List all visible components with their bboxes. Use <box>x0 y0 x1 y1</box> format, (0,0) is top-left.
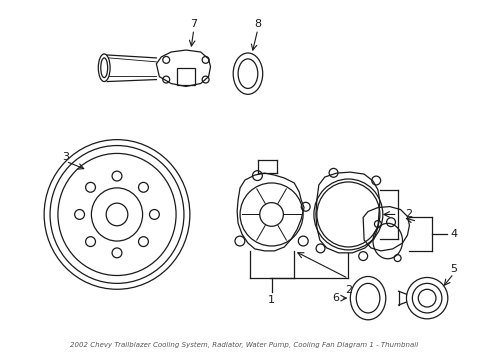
Text: 2002 Chevy Trailblazer Cooling System, Radiator, Water Pump, Cooling Fan Diagram: 2002 Chevy Trailblazer Cooling System, R… <box>70 342 417 348</box>
Text: 3: 3 <box>62 152 69 162</box>
Text: 4: 4 <box>449 229 456 239</box>
Text: 1: 1 <box>267 295 275 305</box>
Text: 2: 2 <box>405 210 412 220</box>
Text: 8: 8 <box>254 19 261 30</box>
Text: 7: 7 <box>190 19 197 30</box>
Text: 2: 2 <box>344 285 351 295</box>
Text: 5: 5 <box>449 264 456 274</box>
Text: 6: 6 <box>331 293 338 303</box>
